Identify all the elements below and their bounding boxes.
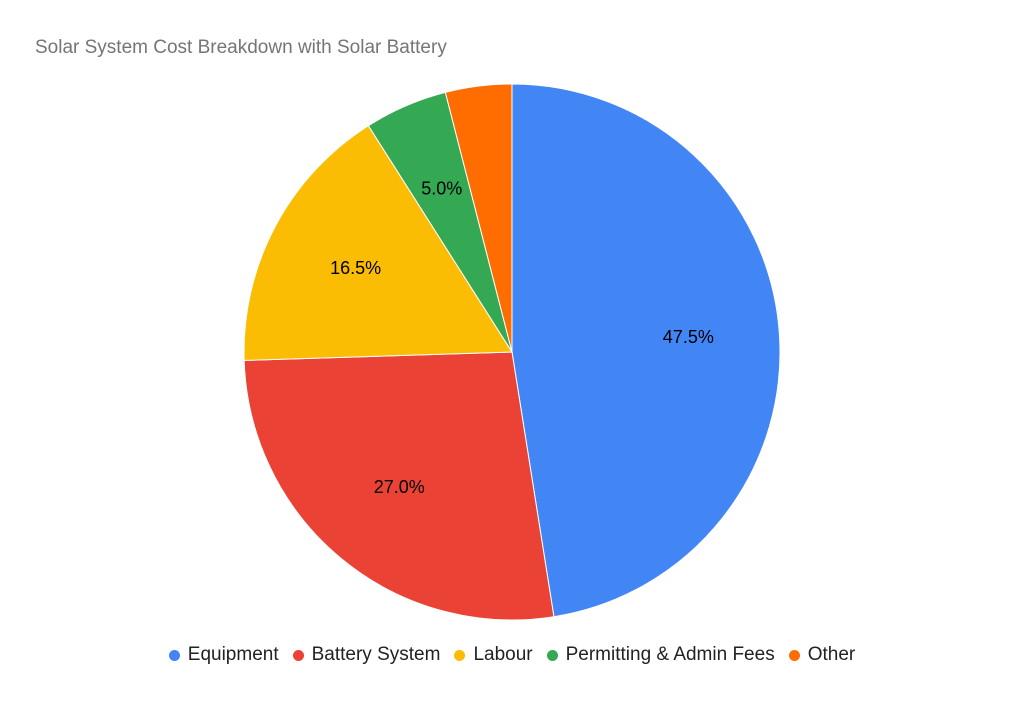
legend-label: Equipment: [187, 644, 279, 665]
data-label-battery-system: 27.0%: [374, 477, 425, 497]
pie-slices: [243, 83, 781, 621]
legend-item-equipment: Equipment: [168, 644, 279, 666]
legend-marker-icon: [292, 649, 304, 661]
legend-label: Battery System: [311, 644, 441, 665]
legend-label: Labour: [473, 644, 533, 665]
pie-slice-labour: [243, 125, 513, 361]
chart-legend: Equipment Battery System Labour Permitting …: [0, 644, 1024, 666]
legend-marker-icon: [788, 649, 800, 661]
legend-marker-icon: [168, 649, 180, 661]
pie-slice-equipment: [511, 83, 781, 618]
legend-item-battery-system: Battery System: [292, 644, 441, 666]
data-label-permitting-admin-fees: 5.0%: [421, 178, 462, 198]
legend-item-permitting-admin-fees: Permitting & Admin Fees: [546, 644, 775, 666]
pie-slice-other: [444, 83, 513, 353]
data-label-equipment: 47.5%: [663, 327, 714, 347]
legend-label: Other: [807, 644, 856, 665]
data-label-labour: 16.5%: [330, 258, 381, 278]
legend-marker-icon: [546, 649, 558, 661]
pie-data-labels: 47.5% 27.0% 16.5% 5.0%: [330, 178, 714, 497]
chart-title: Solar System Cost Breakdown with Solar B…: [35, 37, 447, 58]
legend-marker-icon: [454, 649, 466, 661]
legend-item-labour: Labour: [454, 644, 533, 666]
pie-slice-battery-system: [243, 351, 555, 621]
legend-label: Permitting & Admin Fees: [565, 644, 775, 665]
legend-item-other: Other: [788, 644, 856, 666]
